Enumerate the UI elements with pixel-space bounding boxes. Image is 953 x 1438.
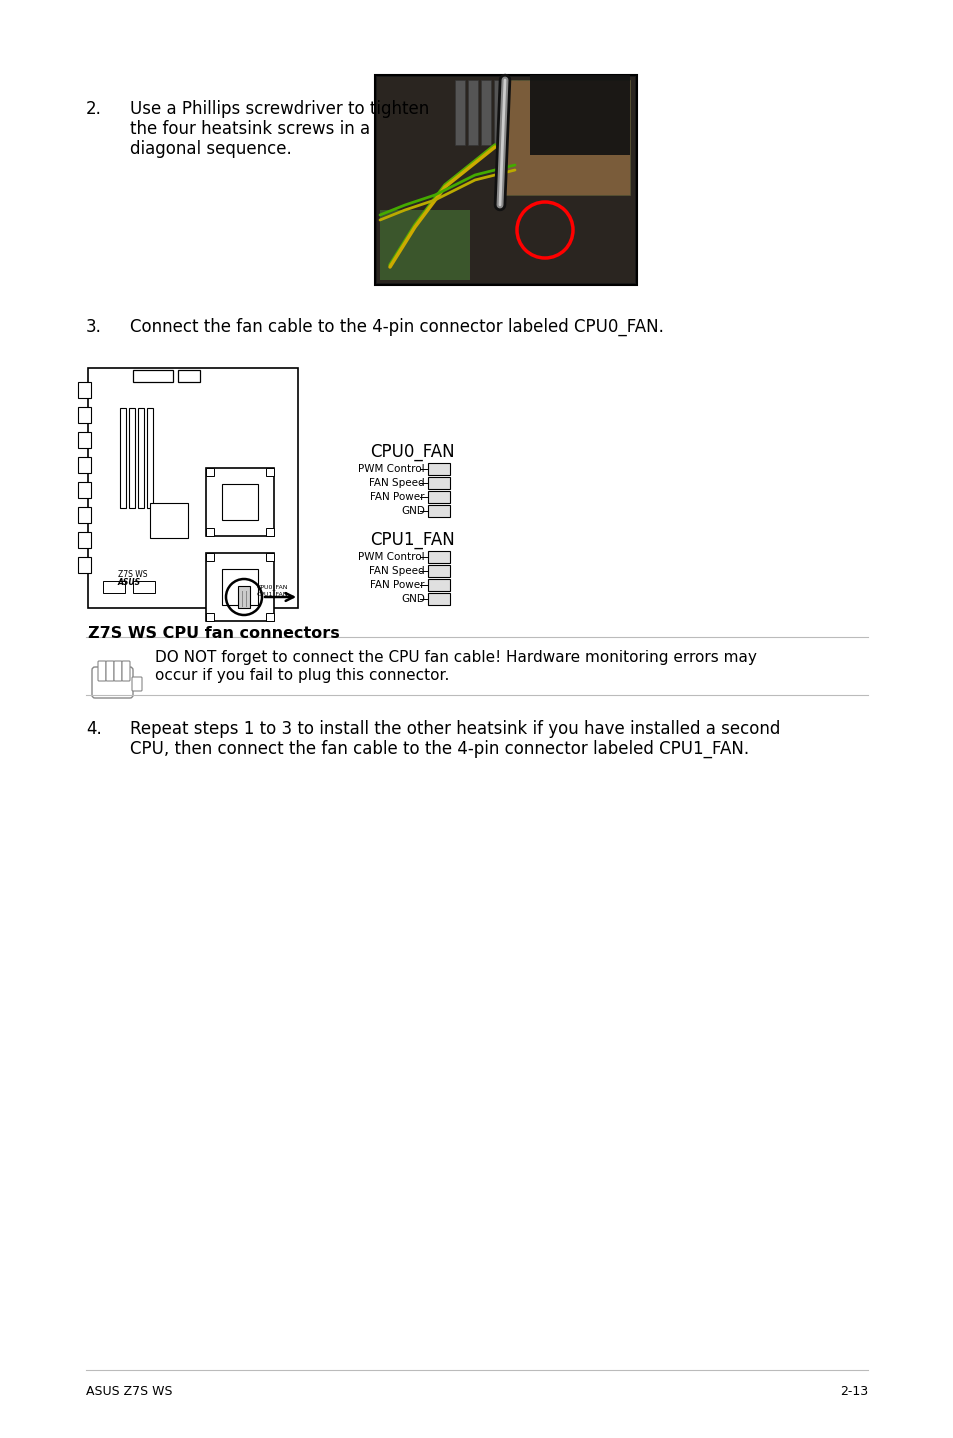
Text: 3.: 3. <box>86 318 102 336</box>
Bar <box>375 75 637 285</box>
Bar <box>147 408 152 508</box>
Text: CPU0_FAN: CPU0_FAN <box>370 443 455 462</box>
Bar <box>78 532 91 548</box>
Bar <box>78 457 91 473</box>
Bar <box>222 485 257 521</box>
FancyBboxPatch shape <box>106 661 113 682</box>
Text: CPU1_FAN: CPU1_FAN <box>370 531 455 549</box>
Bar <box>206 528 213 536</box>
FancyBboxPatch shape <box>132 677 142 692</box>
Bar <box>206 467 274 536</box>
Bar <box>206 554 213 561</box>
Text: ASUS Z7S WS: ASUS Z7S WS <box>86 1385 172 1398</box>
Text: CPU0_FAN: CPU0_FAN <box>256 584 288 590</box>
Bar <box>428 592 450 605</box>
Text: occur if you fail to plug this connector.: occur if you fail to plug this connector… <box>154 669 449 683</box>
Bar <box>376 78 635 283</box>
Bar <box>533 81 542 145</box>
Bar <box>78 508 91 523</box>
Bar <box>138 408 144 508</box>
Text: Z7S WS: Z7S WS <box>118 569 148 580</box>
Bar <box>572 81 581 145</box>
Bar <box>132 581 154 592</box>
Bar <box>558 81 568 145</box>
Text: PWM Control: PWM Control <box>358 552 424 562</box>
Bar <box>266 467 274 476</box>
Bar <box>584 81 595 145</box>
Bar <box>78 383 91 398</box>
Bar <box>78 557 91 572</box>
Text: Use a Phillips screwdriver to tighten: Use a Phillips screwdriver to tighten <box>130 101 429 118</box>
FancyBboxPatch shape <box>91 667 132 697</box>
Bar <box>129 408 135 508</box>
Text: Repeat steps 1 to 3 to install the other heatsink if you have installed a second: Repeat steps 1 to 3 to install the other… <box>130 720 780 738</box>
Text: DO NOT forget to connect the CPU fan cable! Hardware monitoring errors may: DO NOT forget to connect the CPU fan cab… <box>154 650 756 664</box>
Bar <box>504 81 629 196</box>
Bar <box>266 613 274 621</box>
Text: FAN Speed: FAN Speed <box>369 477 424 487</box>
Bar <box>88 368 297 608</box>
Text: ASUS: ASUS <box>118 578 141 587</box>
Bar <box>428 463 450 475</box>
Text: diagonal sequence.: diagonal sequence. <box>130 139 292 158</box>
Bar <box>78 482 91 498</box>
Text: FAN Speed: FAN Speed <box>369 567 424 577</box>
Bar <box>428 490 450 503</box>
Text: 2-13: 2-13 <box>839 1385 867 1398</box>
Text: CPU, then connect the fan cable to the 4-pin connector labeled CPU1_FAN.: CPU, then connect the fan cable to the 4… <box>130 741 748 758</box>
Text: FAN Power: FAN Power <box>370 492 424 502</box>
Bar <box>78 431 91 449</box>
Bar <box>120 408 126 508</box>
Text: GND: GND <box>400 506 424 516</box>
Bar <box>428 477 450 489</box>
Text: PWM Control: PWM Control <box>358 464 424 475</box>
Bar <box>480 81 491 145</box>
Bar <box>206 613 213 621</box>
Bar <box>222 569 257 605</box>
Bar <box>428 505 450 518</box>
Bar <box>506 81 517 145</box>
Bar <box>103 581 125 592</box>
Bar <box>132 370 172 383</box>
Bar <box>598 81 607 145</box>
Bar <box>206 554 274 621</box>
Bar <box>78 407 91 423</box>
Bar <box>428 580 450 591</box>
Bar <box>150 503 188 538</box>
Text: 4.: 4. <box>86 720 102 738</box>
Bar <box>545 81 556 145</box>
FancyBboxPatch shape <box>122 661 130 682</box>
Text: CPU1_FAN: CPU1_FAN <box>256 591 288 597</box>
Bar <box>455 81 464 145</box>
Text: the four heatsink screws in a: the four heatsink screws in a <box>130 119 370 138</box>
Text: FAN Power: FAN Power <box>370 580 424 590</box>
Text: GND: GND <box>400 594 424 604</box>
FancyBboxPatch shape <box>98 661 106 682</box>
Bar <box>266 554 274 561</box>
Bar <box>266 528 274 536</box>
Text: Connect the fan cable to the 4-pin connector labeled CPU0_FAN.: Connect the fan cable to the 4-pin conne… <box>130 318 663 336</box>
Text: Z7S WS CPU fan connectors: Z7S WS CPU fan connectors <box>88 626 339 641</box>
Bar <box>530 75 629 155</box>
Bar <box>494 81 503 145</box>
Bar <box>379 210 470 280</box>
FancyBboxPatch shape <box>113 661 122 682</box>
Bar <box>428 565 450 577</box>
Bar <box>468 81 477 145</box>
Bar <box>519 81 530 145</box>
Bar <box>428 551 450 564</box>
Text: 2.: 2. <box>86 101 102 118</box>
Bar <box>237 587 250 608</box>
Bar <box>178 370 200 383</box>
Bar <box>206 467 213 476</box>
